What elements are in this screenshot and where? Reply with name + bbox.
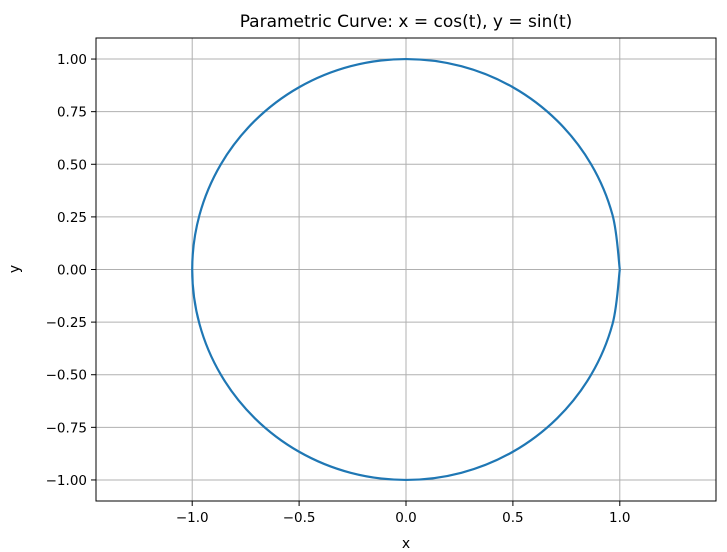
x-axis-label: x xyxy=(402,536,410,552)
y-tick-label: 0.50 xyxy=(57,157,87,173)
y-tick-label: −0.25 xyxy=(46,315,87,331)
y-tick-label: −1.00 xyxy=(46,473,87,489)
y-tick-label: −0.75 xyxy=(46,420,87,436)
y-tick-label: 0.25 xyxy=(57,210,87,226)
ticks: −1.0 −0.5 0.0 0.5 1.0 1.00 0.75 0.50 0.25 0.00 −0.… xyxy=(46,52,631,526)
chart-title: Parametric Curve: x = cos(t), y = sin(t) xyxy=(240,12,573,32)
series-layer xyxy=(191,57,621,482)
x-tick-label: −0.5 xyxy=(283,510,316,526)
y-tick-label: 0.00 xyxy=(57,263,87,279)
y-tick-label: 0.75 xyxy=(57,105,87,121)
x-tick-label: 0.0 xyxy=(395,510,416,526)
y-tick-label: −0.50 xyxy=(46,368,87,384)
x-tick-label: −1.0 xyxy=(176,510,209,526)
series-line xyxy=(191,57,621,482)
y-tick-label: 1.00 xyxy=(57,52,87,68)
x-tick-label: 0.5 xyxy=(502,510,523,526)
y-axis-label: y xyxy=(7,265,23,273)
x-tick-label: 1.0 xyxy=(609,510,630,526)
